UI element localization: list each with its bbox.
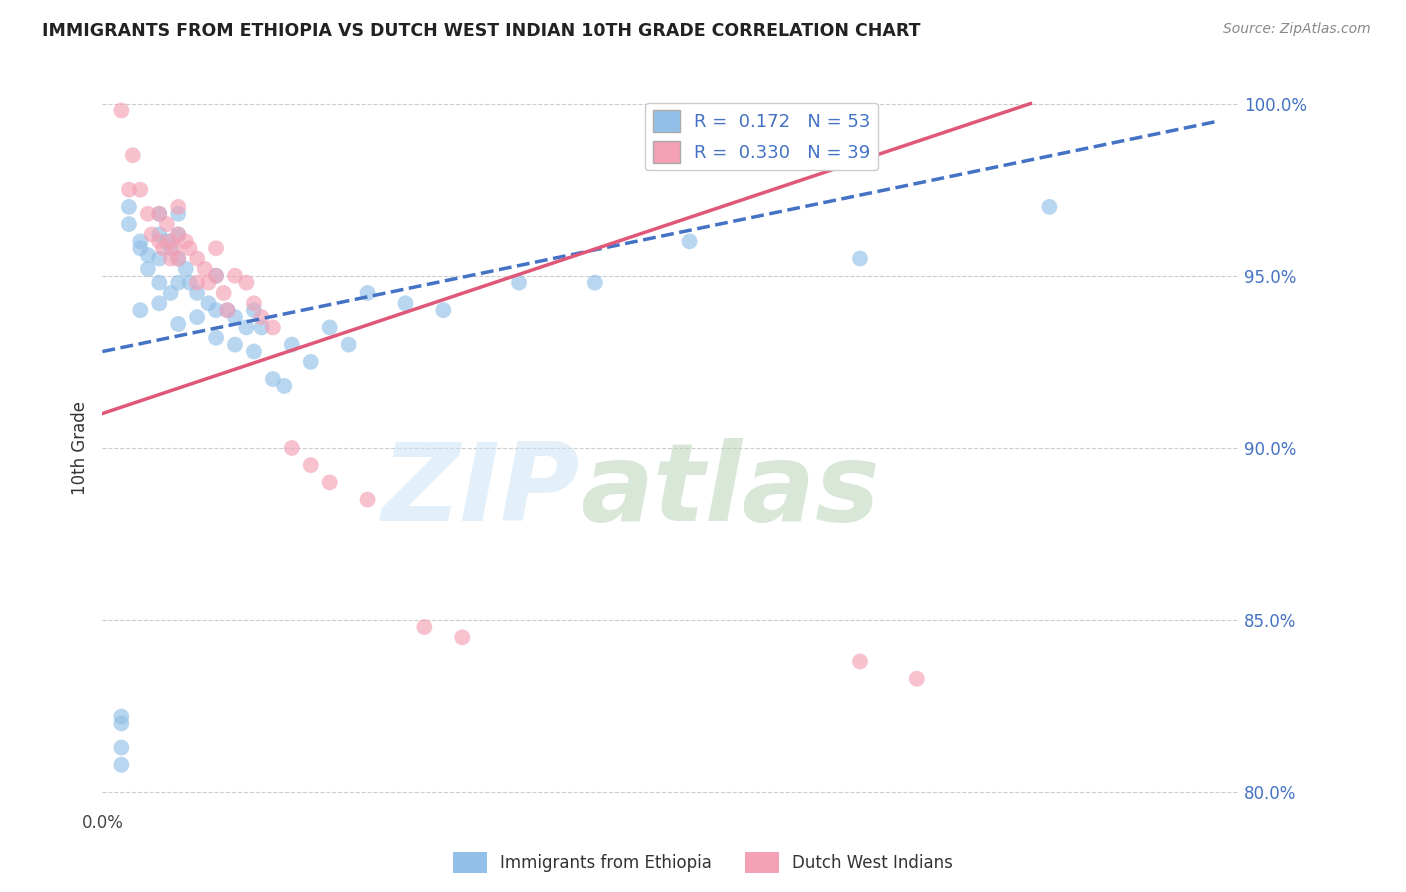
Point bbox=[118, 217, 141, 231]
Point bbox=[250, 320, 273, 334]
Point bbox=[451, 631, 474, 645]
Point bbox=[121, 148, 143, 162]
Point bbox=[110, 103, 132, 118]
Point bbox=[356, 285, 378, 300]
Point bbox=[156, 235, 179, 249]
Point bbox=[217, 303, 239, 318]
Point bbox=[110, 709, 132, 723]
Point bbox=[318, 320, 340, 334]
Point bbox=[174, 235, 197, 249]
Point bbox=[197, 276, 219, 290]
Point bbox=[174, 261, 197, 276]
Point bbox=[281, 337, 304, 351]
Point bbox=[152, 241, 174, 255]
Point bbox=[243, 296, 266, 310]
Point bbox=[224, 268, 246, 283]
Point bbox=[167, 276, 190, 290]
Point bbox=[186, 285, 208, 300]
Text: IMMIGRANTS FROM ETHIOPIA VS DUTCH WEST INDIAN 10TH GRADE CORRELATION CHART: IMMIGRANTS FROM ETHIOPIA VS DUTCH WEST I… bbox=[42, 22, 921, 40]
Point bbox=[159, 285, 181, 300]
Text: Source: ZipAtlas.com: Source: ZipAtlas.com bbox=[1223, 22, 1371, 37]
Point bbox=[1038, 200, 1060, 214]
Point bbox=[179, 276, 201, 290]
Point bbox=[205, 331, 228, 345]
Point bbox=[159, 252, 181, 266]
Point bbox=[224, 310, 246, 324]
Point bbox=[148, 252, 170, 266]
Point bbox=[394, 296, 416, 310]
Point bbox=[156, 217, 179, 231]
Point bbox=[167, 200, 190, 214]
Point bbox=[148, 296, 170, 310]
Point bbox=[167, 252, 190, 266]
Point bbox=[167, 317, 190, 331]
Point bbox=[167, 227, 190, 242]
Point bbox=[163, 241, 186, 255]
Point bbox=[194, 261, 217, 276]
Point bbox=[905, 672, 928, 686]
Legend: Immigrants from Ethiopia, Dutch West Indians: Immigrants from Ethiopia, Dutch West Ind… bbox=[447, 846, 959, 880]
Point bbox=[186, 276, 208, 290]
Point bbox=[197, 296, 219, 310]
Point bbox=[583, 276, 606, 290]
Point bbox=[205, 303, 228, 318]
Point bbox=[136, 207, 159, 221]
Point bbox=[129, 303, 152, 318]
Point bbox=[179, 241, 201, 255]
Point bbox=[148, 276, 170, 290]
Point bbox=[118, 200, 141, 214]
Point bbox=[136, 261, 159, 276]
Point bbox=[167, 227, 190, 242]
Point bbox=[273, 379, 295, 393]
Point bbox=[224, 337, 246, 351]
Point bbox=[849, 252, 872, 266]
Text: ZIP: ZIP bbox=[381, 438, 579, 544]
Point bbox=[413, 620, 436, 634]
Point bbox=[849, 655, 872, 669]
Point bbox=[243, 303, 266, 318]
Point bbox=[167, 207, 190, 221]
Point bbox=[508, 276, 530, 290]
Point bbox=[243, 344, 266, 359]
Point bbox=[235, 320, 257, 334]
Point bbox=[110, 740, 132, 755]
Point bbox=[129, 235, 152, 249]
Point bbox=[167, 252, 190, 266]
Point bbox=[205, 268, 228, 283]
Point bbox=[235, 276, 257, 290]
Point bbox=[159, 235, 181, 249]
Point bbox=[148, 207, 170, 221]
Y-axis label: 10th Grade: 10th Grade bbox=[72, 401, 89, 495]
Point bbox=[356, 492, 378, 507]
Point bbox=[217, 303, 239, 318]
Point bbox=[205, 241, 228, 255]
Point bbox=[148, 207, 170, 221]
Point bbox=[250, 310, 273, 324]
Point bbox=[262, 372, 284, 386]
Point bbox=[129, 183, 152, 197]
Point bbox=[205, 268, 228, 283]
Point bbox=[110, 757, 132, 772]
Point bbox=[136, 248, 159, 262]
Point bbox=[148, 227, 170, 242]
Point bbox=[337, 337, 360, 351]
Legend: R =  0.172   N = 53, R =  0.330   N = 39: R = 0.172 N = 53, R = 0.330 N = 39 bbox=[645, 103, 877, 170]
Point bbox=[148, 235, 170, 249]
Point bbox=[159, 241, 181, 255]
Point bbox=[141, 227, 163, 242]
Point bbox=[129, 241, 152, 255]
Point bbox=[432, 303, 454, 318]
Point bbox=[318, 475, 340, 490]
Point bbox=[110, 716, 132, 731]
Point bbox=[678, 235, 700, 249]
Point bbox=[186, 252, 208, 266]
Point bbox=[281, 441, 304, 455]
Point bbox=[262, 320, 284, 334]
Point bbox=[299, 355, 322, 369]
Point bbox=[118, 183, 141, 197]
Text: atlas: atlas bbox=[579, 438, 879, 544]
Point bbox=[186, 310, 208, 324]
Point bbox=[299, 458, 322, 472]
Point bbox=[212, 285, 235, 300]
